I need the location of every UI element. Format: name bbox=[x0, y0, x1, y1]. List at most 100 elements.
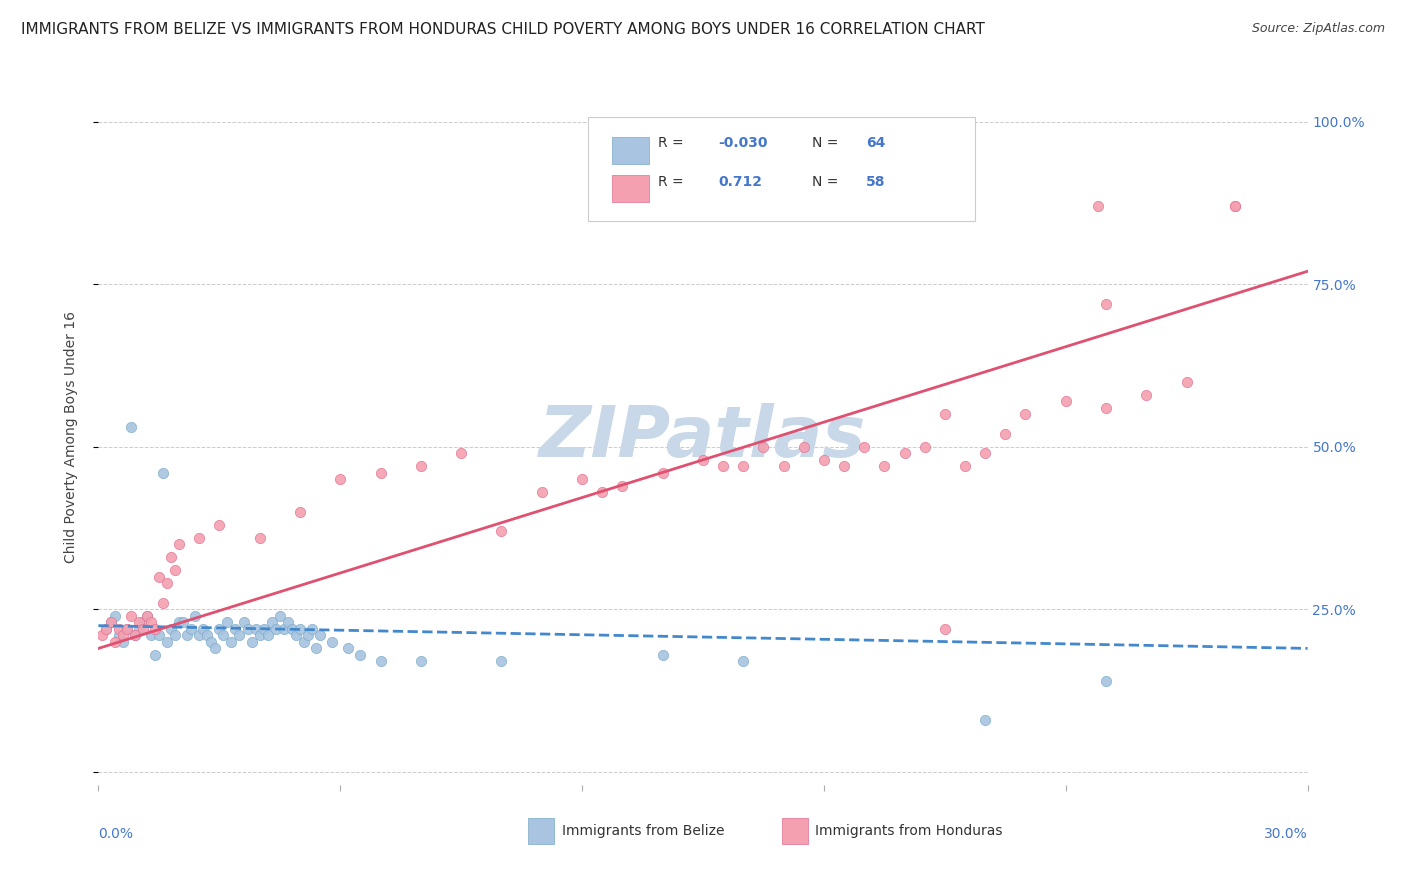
Point bbox=[96, 622, 118, 636]
Point bbox=[288, 505, 311, 519]
Point bbox=[409, 654, 432, 668]
Point bbox=[193, 622, 215, 636]
Point bbox=[135, 608, 157, 623]
Point bbox=[103, 635, 125, 649]
Point bbox=[124, 628, 146, 642]
Point bbox=[200, 635, 222, 649]
Point bbox=[107, 622, 129, 636]
Point bbox=[692, 453, 714, 467]
Text: N =: N = bbox=[811, 175, 842, 189]
Point bbox=[139, 615, 162, 630]
Point bbox=[591, 485, 613, 500]
Bar bbox=[613, 137, 648, 164]
Point bbox=[132, 615, 155, 630]
Point bbox=[1095, 401, 1118, 415]
Point bbox=[100, 615, 122, 630]
Point bbox=[370, 654, 392, 668]
Point bbox=[208, 622, 231, 636]
Point bbox=[793, 440, 815, 454]
Point bbox=[91, 628, 114, 642]
Point bbox=[232, 615, 254, 630]
Point bbox=[124, 628, 146, 642]
Point bbox=[111, 635, 134, 649]
Point bbox=[301, 622, 323, 636]
Point bbox=[111, 628, 134, 642]
Point bbox=[934, 622, 956, 636]
Point bbox=[148, 628, 170, 642]
Point bbox=[156, 576, 179, 591]
Point bbox=[115, 622, 138, 636]
Point bbox=[711, 459, 734, 474]
Point bbox=[873, 459, 896, 474]
Point bbox=[212, 628, 235, 642]
Text: Source: ZipAtlas.com: Source: ZipAtlas.com bbox=[1251, 22, 1385, 36]
Point bbox=[115, 622, 138, 636]
Point bbox=[188, 531, 211, 545]
Point bbox=[1087, 199, 1109, 213]
Point bbox=[288, 622, 311, 636]
Point bbox=[204, 641, 226, 656]
Point bbox=[240, 635, 263, 649]
Point bbox=[1054, 394, 1077, 409]
Point bbox=[292, 635, 315, 649]
Point bbox=[180, 622, 202, 636]
Point bbox=[253, 622, 276, 636]
Point bbox=[281, 622, 304, 636]
Point bbox=[163, 563, 186, 577]
Point bbox=[228, 628, 250, 642]
Point bbox=[953, 459, 976, 474]
Point bbox=[269, 608, 291, 623]
Point bbox=[156, 635, 179, 649]
Point bbox=[217, 615, 239, 630]
Point bbox=[305, 641, 328, 656]
Point bbox=[277, 615, 299, 630]
Point bbox=[152, 466, 174, 480]
Point bbox=[974, 446, 997, 460]
Point bbox=[733, 459, 755, 474]
Point bbox=[370, 466, 392, 480]
Point bbox=[188, 628, 211, 642]
Point bbox=[195, 628, 218, 642]
Point bbox=[184, 608, 207, 623]
Point bbox=[832, 459, 855, 474]
Point bbox=[329, 472, 352, 486]
Point bbox=[167, 615, 190, 630]
Text: 64: 64 bbox=[866, 136, 886, 151]
Point bbox=[893, 446, 915, 460]
Text: ZIPatlas: ZIPatlas bbox=[540, 402, 866, 472]
Point bbox=[163, 628, 186, 642]
Point bbox=[128, 622, 150, 636]
Point bbox=[1014, 407, 1036, 421]
Point bbox=[491, 654, 513, 668]
Point bbox=[143, 648, 166, 662]
Bar bbox=[782, 818, 808, 844]
Point bbox=[249, 628, 271, 642]
Point bbox=[167, 537, 190, 551]
Point bbox=[491, 524, 513, 539]
Point bbox=[1135, 388, 1157, 402]
Point bbox=[284, 628, 307, 642]
Point bbox=[224, 622, 246, 636]
Text: 0.712: 0.712 bbox=[718, 175, 762, 189]
Text: 58: 58 bbox=[866, 175, 886, 189]
Point bbox=[934, 407, 956, 421]
Point bbox=[132, 622, 155, 636]
Point bbox=[176, 628, 198, 642]
Point bbox=[160, 550, 183, 565]
Point bbox=[309, 628, 332, 642]
Point bbox=[107, 628, 129, 642]
Point bbox=[651, 466, 673, 480]
Point bbox=[733, 654, 755, 668]
Point bbox=[651, 648, 673, 662]
Point bbox=[530, 485, 553, 500]
Point bbox=[853, 440, 876, 454]
Point bbox=[1223, 199, 1246, 213]
Text: -0.030: -0.030 bbox=[718, 136, 768, 151]
Point bbox=[96, 622, 118, 636]
Point bbox=[450, 446, 472, 460]
Point bbox=[120, 420, 142, 434]
Point bbox=[172, 615, 194, 630]
Y-axis label: Child Poverty Among Boys Under 16: Child Poverty Among Boys Under 16 bbox=[63, 311, 77, 563]
Text: R =: R = bbox=[658, 175, 689, 189]
Point bbox=[100, 615, 122, 630]
